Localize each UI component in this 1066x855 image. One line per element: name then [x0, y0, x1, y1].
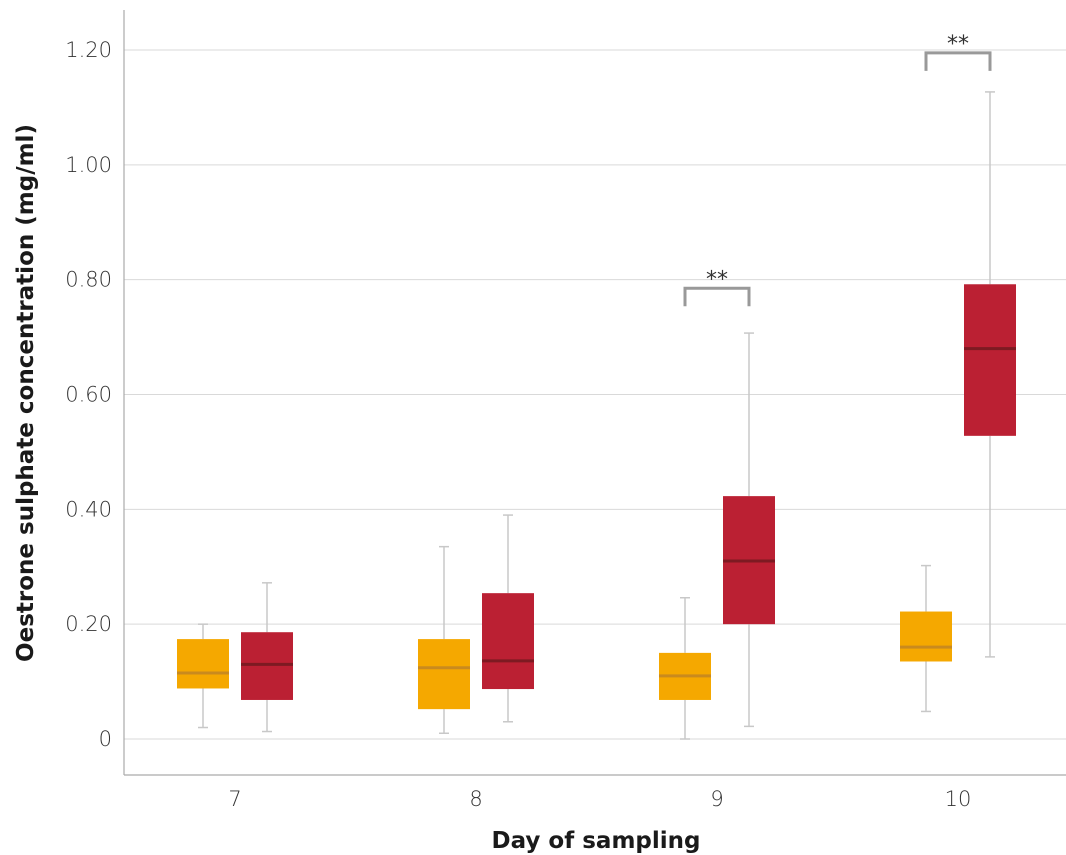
x-tick-label-0: 7 — [228, 787, 241, 811]
box-series0-cat0 — [177, 623, 229, 729]
box-series0-cat3 — [900, 564, 952, 713]
iqr-box — [418, 639, 470, 710]
iqr-box — [964, 284, 1016, 436]
x-tick-label-1: 8 — [469, 787, 482, 811]
y-tick-label-3: 0.60 — [65, 383, 112, 407]
x-tick-label-3: 10 — [945, 787, 972, 811]
y-axis-title: Oestrone sulphate concentration (mg/ml) — [13, 124, 39, 662]
y-tick-label-5: 1.00 — [65, 153, 112, 177]
grid-lines — [124, 49, 1066, 740]
significance-annotations: ** ** — [683, 32, 992, 307]
y-tick-label-4: 0.80 — [65, 268, 112, 292]
box-series0-cat1 — [418, 545, 470, 735]
y-tick-label-2: 0.40 — [65, 497, 112, 521]
iqr-box — [900, 611, 952, 662]
boxes — [177, 91, 1016, 740]
x-axis-title: Day of sampling — [492, 828, 701, 854]
iqr-box — [482, 593, 534, 690]
axes — [123, 10, 1066, 776]
box-series1-cat3 — [964, 91, 1016, 658]
box-series1-cat0 — [241, 582, 293, 733]
iqr-box — [177, 639, 229, 689]
x-tick-label-2: 9 — [710, 787, 723, 811]
bracket-line — [683, 286, 751, 307]
iqr-box — [241, 632, 293, 700]
box-series1-cat2 — [723, 332, 775, 728]
y-tick-labels: 0 0.20 0.40 0.60 0.80 1.00 1.20 — [65, 38, 112, 751]
bracket-line — [924, 51, 992, 71]
significance-bracket-0: ** — [683, 267, 751, 307]
y-tick-label-6: 1.20 — [65, 38, 112, 62]
box-series1-cat1 — [482, 514, 534, 723]
y-tick-label-0: 0 — [99, 727, 112, 751]
significance-bracket-1: ** — [924, 32, 992, 71]
x-tick-labels: 7 8 9 10 — [228, 787, 971, 811]
significance-label: ** — [947, 32, 969, 57]
y-tick-label-1: 0.20 — [65, 612, 112, 636]
significance-label: ** — [706, 267, 728, 292]
box-series0-cat2 — [659, 597, 711, 740]
